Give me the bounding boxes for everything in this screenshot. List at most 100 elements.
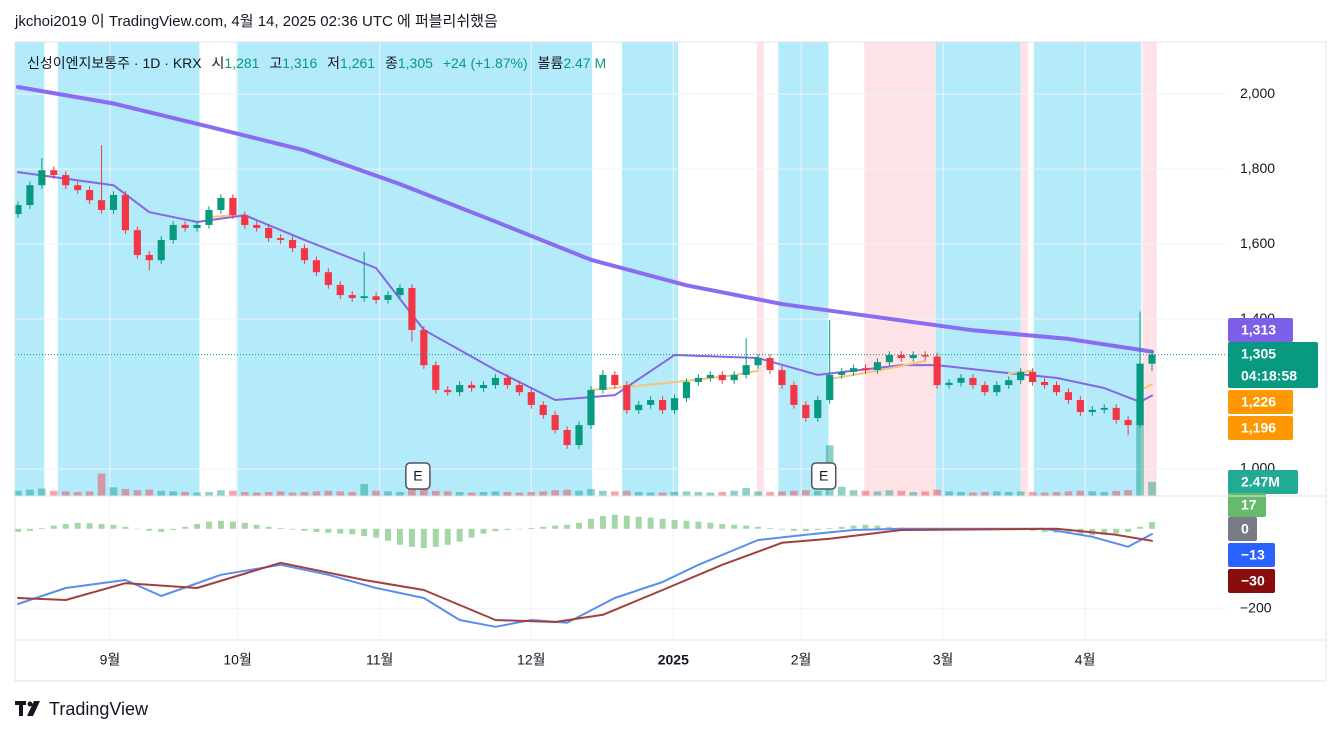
volume-bar: [981, 491, 989, 496]
signal-zone: [778, 42, 829, 496]
histogram-bar: [182, 526, 189, 529]
price-tag-label: 1,313: [1241, 322, 1276, 338]
candle-body: [50, 170, 58, 176]
histogram-bar: [301, 528, 308, 531]
candle-body: [217, 197, 225, 210]
histogram-bar: [623, 515, 630, 529]
x-tick-label: 2025: [658, 652, 689, 668]
volume-bar: [336, 491, 345, 496]
histogram-bar: [122, 526, 129, 529]
candle-body: [814, 400, 822, 419]
volume-bar: [1028, 491, 1037, 496]
volume-bar: [706, 492, 715, 496]
histogram-bar: [194, 524, 201, 529]
histogram-bar: [528, 528, 535, 529]
volume-bar: [109, 487, 118, 496]
y-tick-label: −200: [1240, 600, 1272, 616]
candle-body: [718, 374, 726, 381]
candle-body: [957, 377, 965, 383]
volume-bar: [467, 492, 476, 496]
signal-zone: [935, 42, 1021, 496]
histogram-bar: [361, 528, 368, 536]
signal-zone: [756, 42, 765, 496]
earnings-label: E: [819, 468, 828, 484]
histogram-bar: [229, 521, 236, 529]
candle-body: [754, 358, 762, 366]
ohlc-name: 시: [212, 55, 225, 71]
volume-bar: [682, 491, 691, 496]
price-tag: [1228, 342, 1318, 388]
histogram-bar: [767, 528, 773, 529]
candle-body: [527, 392, 535, 405]
volume-bar: [1076, 490, 1085, 496]
candle-body: [14, 205, 22, 215]
volume-bar: [157, 490, 166, 496]
histogram-bar: [504, 528, 511, 530]
histogram-bar: [516, 528, 523, 530]
candle-body: [933, 356, 941, 386]
value-tag-label: −13: [1241, 547, 1265, 563]
y-tick-label: 1,600: [1240, 235, 1275, 251]
histogram-bar: [814, 528, 821, 530]
publish-header: jkchoi2019 이 TradingView.com, 4월 14, 202…: [14, 13, 498, 30]
histogram-bar: [1125, 528, 1132, 532]
candle-body: [265, 227, 273, 239]
candle-body: [468, 385, 476, 389]
histogram-bar: [778, 528, 785, 530]
volume-bar: [1004, 491, 1013, 496]
indicator-line: [16, 527, 1153, 623]
volume-bar: [539, 491, 548, 496]
volume-bar: [945, 491, 953, 496]
candle-body: [539, 404, 547, 416]
candle-body: [491, 377, 500, 386]
candle-body: [838, 371, 846, 375]
histogram-bar: [492, 528, 499, 532]
candle-body: [396, 287, 404, 296]
volume-bar: [754, 491, 762, 496]
candle-body: [897, 355, 905, 359]
volume-bar: [575, 490, 583, 496]
volume-bar: [73, 491, 82, 496]
signal-zone: [1142, 42, 1157, 496]
histogram-bar: [134, 528, 141, 530]
histogram-bar: [707, 522, 714, 529]
histogram-bar: [1113, 528, 1120, 534]
value-tag-label: 0: [1241, 521, 1249, 537]
candle-body: [1124, 419, 1132, 426]
volume-bar: [121, 489, 130, 496]
volume-bar: [372, 490, 380, 496]
histogram-bar: [587, 518, 594, 529]
ohlc-name: 종: [385, 55, 398, 71]
signal-zone: [15, 42, 45, 496]
histogram-bar: [98, 524, 105, 529]
earnings-marker: [405, 462, 431, 490]
candle-body: [444, 389, 452, 393]
candle-body: [253, 224, 261, 228]
footer-brand: TradingView: [49, 699, 149, 719]
value-tag-label: 17: [1241, 497, 1257, 513]
signal-zone: [57, 42, 200, 496]
histogram-bar: [265, 526, 272, 529]
candle-body: [38, 170, 46, 186]
histogram-bar: [313, 528, 320, 532]
volume-bar: [1148, 481, 1156, 496]
volume-bar: [766, 491, 774, 496]
price-change: +24 (+1.87%): [443, 55, 528, 71]
volume-bar: [1124, 490, 1132, 496]
volume-bar: [133, 490, 142, 496]
tradingview-logo: TradingView: [15, 699, 149, 719]
histogram-bar: [790, 528, 797, 531]
volume-bar: [658, 492, 667, 496]
candle-body: [826, 374, 834, 401]
histogram-bar: [1149, 522, 1155, 529]
volume-bar: [26, 489, 34, 496]
histogram-bar: [74, 522, 81, 529]
histogram-bar: [743, 525, 750, 529]
price-tag: [1228, 416, 1293, 440]
histogram-bar: [659, 518, 666, 529]
histogram-bar: [611, 514, 618, 529]
volume-bar: [491, 491, 500, 496]
volume-bar: [61, 491, 70, 496]
volume-bar: [730, 490, 739, 496]
